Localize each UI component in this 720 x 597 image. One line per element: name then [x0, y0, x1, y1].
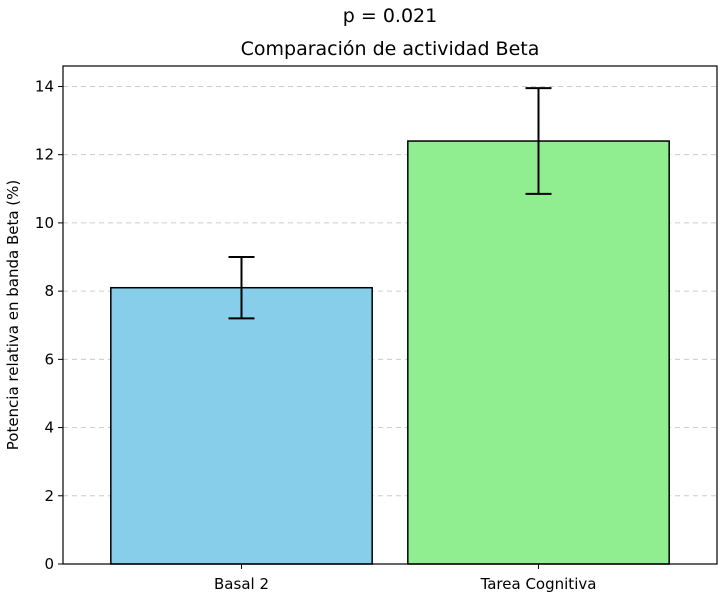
- bar: [407, 140, 670, 565]
- y-tick-label: 6: [44, 350, 54, 368]
- y-tick-label: 8: [44, 282, 54, 300]
- y-tick-label: 12: [35, 146, 54, 164]
- bars: [110, 140, 670, 565]
- y-tick-label: 14: [35, 77, 54, 95]
- y-axis: 0 2 4 6 8 10 12 14: [35, 77, 63, 573]
- y-tick-label: 10: [35, 214, 54, 232]
- y-axis-label: Potencia relativa en banda Beta (%): [4, 180, 22, 451]
- error-bars: [228, 87, 552, 320]
- x-tick-label: Tarea Cognitiva: [480, 575, 597, 593]
- plot-frame: [62, 65, 718, 565]
- bar: [110, 286, 373, 565]
- y-tick-label: 0: [44, 555, 54, 573]
- chart-subtitle: p = 0.021: [343, 5, 437, 27]
- chart-title: Comparación de actividad Beta: [241, 38, 540, 60]
- y-tick-label: 2: [44, 487, 54, 505]
- x-tick-label: Basal 2: [214, 575, 269, 593]
- y-tick-label: 4: [44, 419, 54, 437]
- x-axis: Basal 2 Tarea Cognitiva: [214, 564, 596, 593]
